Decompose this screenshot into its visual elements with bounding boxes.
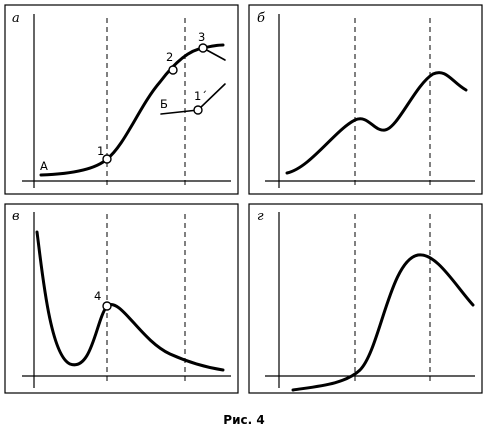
- panel-v-point-4: [102, 301, 112, 311]
- panel-a-label-2: 2: [166, 50, 173, 64]
- panel-b-letter: б: [257, 11, 265, 26]
- panel-b: б: [248, 4, 483, 195]
- panel-v-letter: в: [12, 209, 20, 224]
- figure-caption: Рис. 4: [223, 413, 264, 427]
- panel-g-frame: [248, 203, 483, 394]
- panel-g-curve: [291, 253, 475, 392]
- panel-a-point-2: [168, 65, 178, 75]
- panel-a-label-3: 3: [198, 30, 205, 44]
- panel-v-frame: [4, 203, 239, 394]
- panel-b-frame: [248, 4, 483, 195]
- panel-v-label-4: 4: [94, 289, 101, 303]
- panel-a-main-curve: [39, 43, 225, 177]
- panel-a-frame: [4, 4, 239, 195]
- panel-a-point-1: [102, 154, 112, 164]
- panel-g-letter: г: [257, 209, 264, 224]
- panel-a: а А 1 2 3 Б 1´: [4, 4, 239, 195]
- panel-v-curve: [35, 230, 225, 372]
- panel-g: г: [248, 203, 483, 394]
- panel-a-label-1-prime: 1´: [194, 89, 207, 103]
- panel-a-label-b: Б: [160, 97, 168, 111]
- panel-a-label-start: А: [40, 159, 48, 173]
- panel-a-curve-b: [160, 83, 226, 115]
- panel-a-point-1-prime: [193, 105, 203, 115]
- panel-v: в 4: [4, 203, 239, 394]
- panel-b-curve: [285, 71, 468, 175]
- panel-a-label-1: 1: [97, 144, 104, 158]
- panel-a-letter: а: [12, 11, 20, 26]
- panel-a-point-3: [198, 43, 208, 53]
